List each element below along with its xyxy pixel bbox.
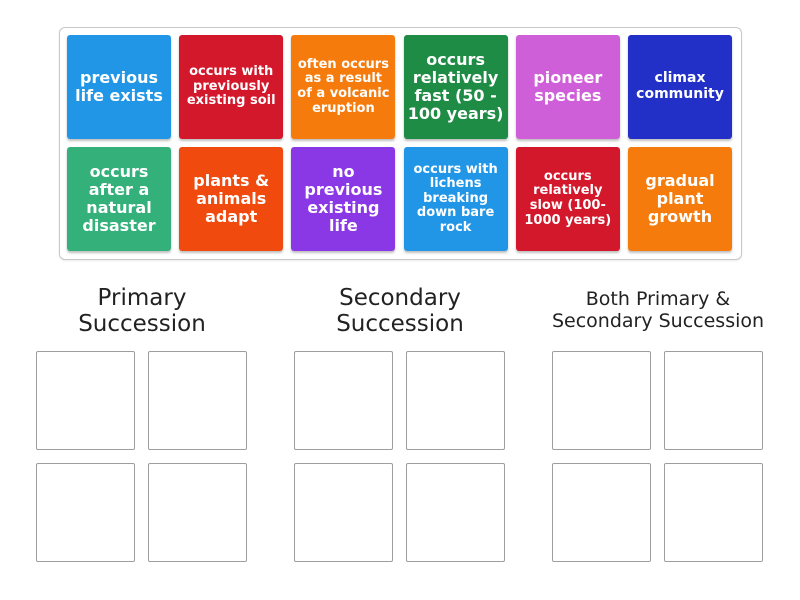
both-succession-drop-zone[interactable] bbox=[552, 463, 651, 562]
group-title-line: Primary bbox=[97, 285, 187, 311]
primary-succession-drop-zone[interactable] bbox=[148, 463, 247, 562]
card-label: occurs with lichens breaking down bare r… bbox=[413, 161, 498, 235]
draggable-card[interactable]: plants & animals adapt bbox=[179, 147, 284, 251]
both-succession-drop-zone[interactable] bbox=[552, 351, 651, 450]
group-title-line: Secondary bbox=[339, 285, 461, 311]
draggable-card[interactable]: occurs with lichens breaking down bare r… bbox=[403, 147, 508, 251]
primary-succession-title: Primary Succession bbox=[16, 285, 268, 338]
card-label: occurs after a natural disaster bbox=[82, 162, 156, 235]
card-label: climax community bbox=[636, 70, 724, 102]
group-title-line: Succession bbox=[78, 311, 206, 338]
card-label: gradual plant growth bbox=[645, 171, 715, 226]
secondary-succession-title: Secondary Succession bbox=[274, 285, 526, 338]
card-label: plants & animals adapt bbox=[193, 171, 270, 226]
secondary-succession-drop-zone[interactable] bbox=[406, 463, 505, 562]
card-label: occurs relatively fast (50 - 100 years) bbox=[407, 50, 504, 123]
card-label: often occurs as a result of a volcanic e… bbox=[297, 56, 390, 116]
card-label: pioneer species bbox=[533, 68, 603, 105]
secondary-succession-drop-zone[interactable] bbox=[406, 351, 505, 450]
secondary-succession-drop-zone[interactable] bbox=[294, 351, 393, 450]
draggable-card[interactable]: occurs relatively fast (50 - 100 years) bbox=[403, 35, 508, 139]
draggable-card[interactable]: previous life exists bbox=[67, 35, 171, 139]
draggable-card[interactable]: occurs with previously existing soil bbox=[179, 35, 284, 139]
draggable-card[interactable]: often occurs as a result of a volcanic e… bbox=[291, 35, 396, 139]
draggable-card[interactable]: no previous existing life bbox=[291, 147, 396, 251]
primary-succession-drop-zone[interactable] bbox=[36, 351, 135, 450]
both-succession-title: Both Primary & Secondary Succession bbox=[532, 288, 784, 333]
group-title-line: Secondary Succession bbox=[551, 309, 765, 332]
secondary-succession-drop-zone[interactable] bbox=[294, 463, 393, 562]
both-succession-drop-zone[interactable] bbox=[664, 463, 763, 562]
primary-succession-drop-zone[interactable] bbox=[36, 463, 135, 562]
draggable-card[interactable]: gradual plant growth bbox=[628, 147, 732, 251]
card-label: no previous existing life bbox=[304, 162, 383, 235]
group-title-line: Succession bbox=[336, 311, 464, 338]
group-title-line: Both Primary & bbox=[585, 288, 731, 310]
draggable-card[interactable]: climax community bbox=[628, 35, 732, 139]
card-label: previous life exists bbox=[75, 68, 163, 105]
draggable-card[interactable]: occurs relatively slow (100-1000 years) bbox=[515, 147, 620, 251]
both-succession-drop-zone[interactable] bbox=[664, 351, 763, 450]
primary-succession-drop-zone[interactable] bbox=[148, 351, 247, 450]
card-label: occurs relatively slow (100-1000 years) bbox=[524, 168, 612, 228]
draggable-card[interactable]: pioneer species bbox=[515, 35, 620, 139]
card-label: occurs with previously existing soil bbox=[186, 64, 276, 109]
draggable-card[interactable]: occurs after a natural disaster bbox=[67, 147, 171, 251]
